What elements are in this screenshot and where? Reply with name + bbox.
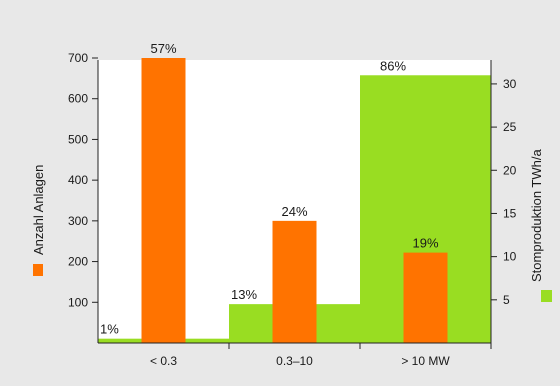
data-label-strom-2: 86% bbox=[380, 58, 406, 73]
data-label-anzahl-1: 24% bbox=[281, 204, 307, 219]
y-left-axis-title: Anzahl Anlagen bbox=[31, 165, 46, 255]
y-left-tick-label-2: 300 bbox=[68, 214, 88, 228]
y-right-tick-label-5: 30 bbox=[503, 77, 517, 91]
x-tick-label-1: 0.3–10 bbox=[276, 354, 313, 368]
y-right-tick-label-2: 15 bbox=[503, 206, 517, 220]
data-label-anzahl-2: 19% bbox=[412, 236, 438, 251]
y-right-tick-label-1: 10 bbox=[503, 250, 517, 264]
bar-anzahl-0 bbox=[141, 58, 186, 343]
bar-anzahl-2 bbox=[403, 252, 448, 343]
y-right-axis-title: Stomproduktion TWh/a bbox=[529, 149, 544, 282]
data-label-strom-0: 1% bbox=[100, 322, 119, 337]
x-tick-label-2: > 10 MW bbox=[401, 354, 450, 368]
bar-anzahl-1 bbox=[272, 220, 317, 343]
data-label-anzahl-0: 57% bbox=[150, 41, 176, 56]
y-left-tick-label-6: 700 bbox=[68, 51, 88, 65]
y-right-tick-label-4: 25 bbox=[503, 120, 517, 134]
y-left-tick-label-5: 600 bbox=[68, 92, 88, 106]
x-tick-label-0: < 0.3 bbox=[150, 354, 177, 368]
legend-swatch-strom bbox=[541, 290, 552, 302]
y-left-tick-label-0: 100 bbox=[68, 295, 88, 309]
y-right-tick-label-0: 5 bbox=[503, 293, 510, 307]
y-left-tick-label-3: 400 bbox=[68, 173, 88, 187]
data-label-strom-1: 13% bbox=[231, 287, 257, 302]
y-right-tick-label-3: 20 bbox=[503, 163, 517, 177]
legend-swatch-anzahl bbox=[33, 264, 43, 276]
y-left-tick-label-4: 500 bbox=[68, 132, 88, 146]
y-left-tick-label-1: 200 bbox=[68, 255, 88, 269]
